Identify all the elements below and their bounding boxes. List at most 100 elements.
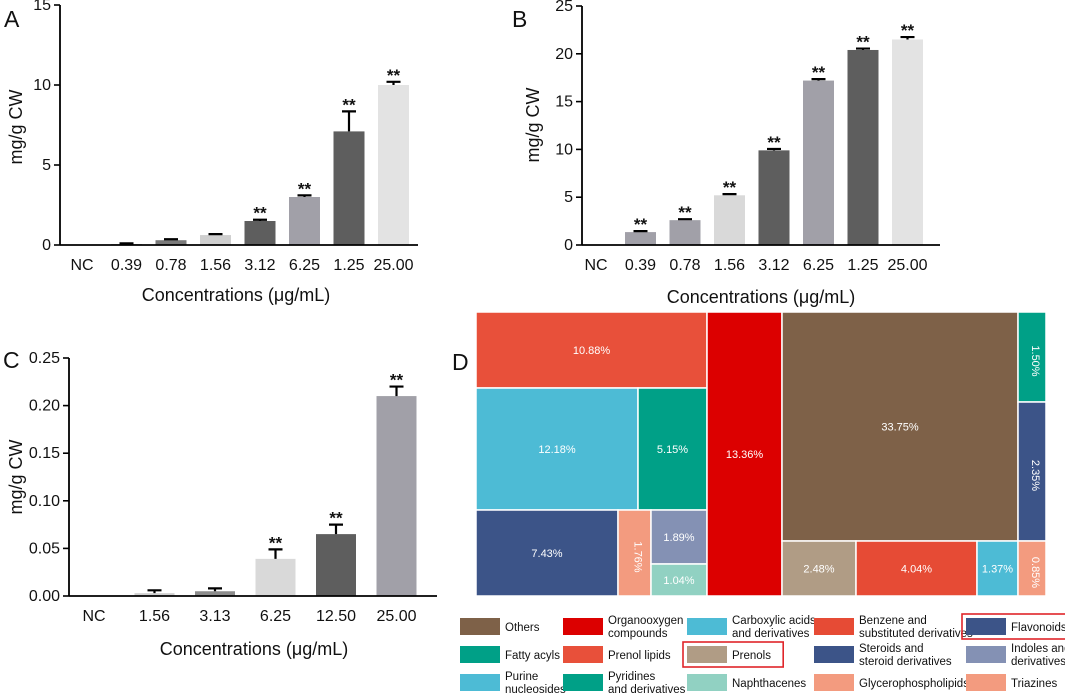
- error-bar-6.25: [297, 194, 312, 197]
- x-tick-label-1.56: 1.56: [139, 608, 170, 625]
- legend-item-others-swatch: [460, 618, 500, 635]
- treemap-cell-steroids-and-steroid-derivatives: [475, 509, 619, 597]
- bar-25.00: [892, 39, 923, 246]
- panel-d-treemap: D 10.88% 12.18% 5.15% 7.43% 1.76% 1.89% 1.04% 13…: [452, 311, 1065, 693]
- treemap-value-label: 2.48%: [803, 564, 834, 576]
- treemap-value-label: 12.18%: [538, 444, 576, 456]
- significance-label-6.25: **: [812, 63, 826, 82]
- significance-label-3.12: **: [767, 133, 781, 152]
- treemap-value-label: 33.75%: [881, 422, 919, 434]
- x-tick-label-1.56: 1.56: [714, 257, 745, 274]
- y-tick-label: 0.10: [29, 493, 60, 510]
- error-bar-25.00: [389, 385, 404, 397]
- bar-1.56: [134, 593, 175, 596]
- error-bar-1.25: [342, 110, 356, 132]
- panel-letter: B: [512, 6, 527, 32]
- y-tick-label: 0: [42, 237, 51, 254]
- legend-item-purine-nucleosides-label: Purine: [505, 671, 538, 683]
- panel-c-bar-chart: C NC 1.56 3.13 ** 6.25 ** 12.50 ** 25.00 0.00 0.05 0…: [3, 347, 437, 659]
- treemap-value-label: 10.88%: [573, 345, 611, 357]
- x-tick-label-6.25: 6.25: [289, 257, 320, 274]
- legend-item-organooxygen-compounds-label: Organooxygen: [608, 615, 683, 627]
- y-tick-label: 0.05: [29, 540, 60, 557]
- treemap-cell-triazines: [1017, 540, 1047, 597]
- legend-item-carboxylic-acids-and-derivatives-label: and derivatives: [732, 628, 810, 640]
- legend-item-benzene-and-substituted-derivatives-swatch: [814, 618, 854, 635]
- treemap-value-label: 1.37%: [982, 564, 1013, 576]
- x-tick-label-0.39: 0.39: [625, 257, 656, 274]
- significance-label-6.25: **: [269, 533, 283, 552]
- error-bar-1.56: [722, 193, 737, 196]
- y-tick-label: 5: [564, 189, 573, 206]
- bar-3.13: [195, 591, 235, 596]
- legend-item-prenol-lipids-label: Prenol lipids: [608, 650, 671, 662]
- bar-25.00: [378, 85, 409, 245]
- legend-item-carboxylic-acids-and-derivatives-label: Carboxylic acids: [732, 615, 816, 627]
- legend-item-glycerophospholipids-label: Glycerophospholipids: [859, 678, 969, 690]
- legend-item-naphthacenes-label: Naphthacenes: [732, 678, 806, 690]
- y-axis-label: mg/g CW: [6, 89, 26, 164]
- legend-item-others-label: Others: [505, 622, 540, 634]
- y-tick-label: 0.15: [29, 445, 60, 462]
- error-bar-25.00: [900, 35, 915, 40]
- significance-label-0.39: **: [634, 215, 648, 234]
- x-tick-label-12.50: 12.50: [316, 608, 356, 625]
- legend-item-benzene-and-substituted-derivatives-label: substituted derivatives: [859, 628, 973, 640]
- x-tick-label-6.25: 6.25: [803, 257, 834, 274]
- error-bar-6.25: [811, 78, 826, 81]
- bar-1.25: [847, 49, 879, 246]
- bar-6.25: [255, 558, 296, 596]
- treemap-value-label: 4.04%: [901, 564, 932, 576]
- error-bar-3.13: [208, 587, 222, 592]
- legend-item-naphthacenes-swatch: [687, 674, 727, 691]
- x-tick-label-3.13: 3.13: [199, 608, 230, 625]
- significance-label-3.12: **: [253, 204, 267, 223]
- treemap-cell-prenols: [781, 540, 857, 597]
- legend-item-pyridines-and-derivatives-label: and derivatives: [608, 684, 686, 693]
- treemap-cell-naphthacenes: [650, 563, 708, 597]
- treemap-value-label: 1.50%: [1029, 345, 1041, 376]
- treemap-value-label: 5.15%: [657, 444, 688, 456]
- x-axis-label: Concentrations (μg/mL): [667, 287, 855, 307]
- bar-0.78: [669, 220, 701, 245]
- treemap-cell-glycerophospholipids: [617, 509, 652, 597]
- bar-12.50: [316, 534, 356, 596]
- legend-item-steroids-and-steroid-derivatives-label: Steroids and: [859, 643, 924, 655]
- significance-label-0.78: **: [678, 203, 692, 222]
- x-tick-label-25.00: 25.00: [887, 257, 927, 274]
- bar-1.56: [714, 195, 745, 245]
- error-bar-3.12: [767, 147, 781, 151]
- significance-label-25.00: **: [390, 371, 404, 390]
- bar-6.25: [803, 80, 834, 246]
- legend-item-glycerophospholipids-swatch: [814, 674, 854, 691]
- y-axis-label: mg/g CW: [523, 87, 543, 162]
- legend-item-purine-nucleosides-label: nucleosides: [505, 684, 566, 693]
- error-bar-6.25: [268, 548, 283, 559]
- bar-3.12: [758, 150, 790, 245]
- legend-item-indoles-and-derivatives-label: derivatives: [1011, 656, 1065, 668]
- y-tick-label: 0.20: [29, 398, 60, 415]
- panel-letter: A: [4, 6, 20, 32]
- significance-label-12.50: **: [329, 509, 343, 528]
- legend-item-prenol-lipids-swatch: [563, 646, 603, 663]
- treemap-cell-carboxylic-acids-and-derivatives: [475, 387, 639, 511]
- significance-label-1.56: **: [723, 178, 737, 197]
- x-tick-label-25.00: 25.00: [373, 257, 413, 274]
- y-tick-label: 20: [555, 46, 573, 63]
- legend-item-fatty-acyls-label: Fatty acyls: [505, 650, 560, 662]
- treemap-cell-indoles-and-derivatives: [650, 509, 708, 565]
- x-tick-label-0.78: 0.78: [669, 257, 700, 274]
- x-tick-label-1.25: 1.25: [333, 257, 364, 274]
- legend-item-flavonoids-highlight-box: [961, 613, 1065, 640]
- legend-item-organooxygen-compounds-label: compounds: [608, 628, 668, 640]
- y-tick-label: 25: [555, 0, 573, 15]
- treemap-value-label: 2.35%: [1029, 460, 1041, 491]
- legend-item-steroids-and-steroid-derivatives-label: steroid derivatives: [859, 656, 952, 668]
- x-tick-label-1.56: 1.56: [200, 257, 231, 274]
- bar-0.78: [155, 240, 187, 245]
- y-tick-label: 15: [33, 0, 51, 14]
- legend-item-flavonoids-swatch: [966, 618, 1006, 635]
- x-tick-label-3.12: 3.12: [244, 257, 275, 274]
- treemap-value-label: 7.43%: [531, 548, 562, 560]
- x-axis-label: Concentrations (μg/mL): [160, 639, 348, 659]
